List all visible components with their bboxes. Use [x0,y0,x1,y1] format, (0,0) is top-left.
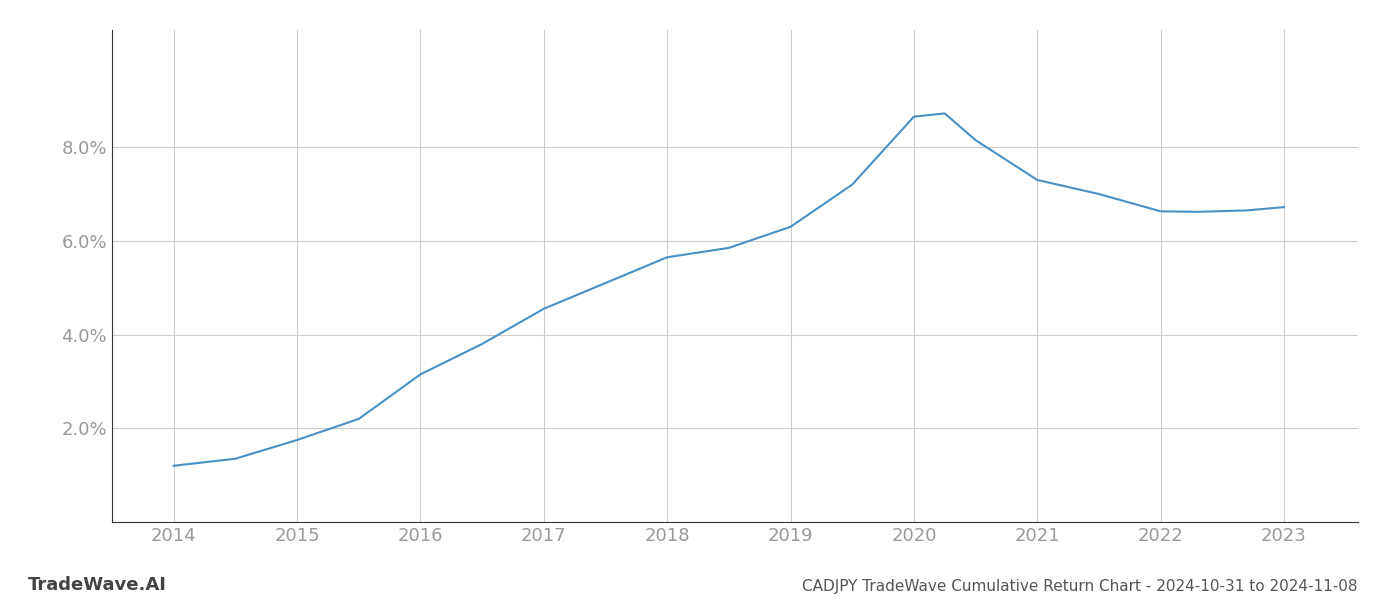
Text: TradeWave.AI: TradeWave.AI [28,576,167,594]
Text: CADJPY TradeWave Cumulative Return Chart - 2024-10-31 to 2024-11-08: CADJPY TradeWave Cumulative Return Chart… [802,579,1358,594]
